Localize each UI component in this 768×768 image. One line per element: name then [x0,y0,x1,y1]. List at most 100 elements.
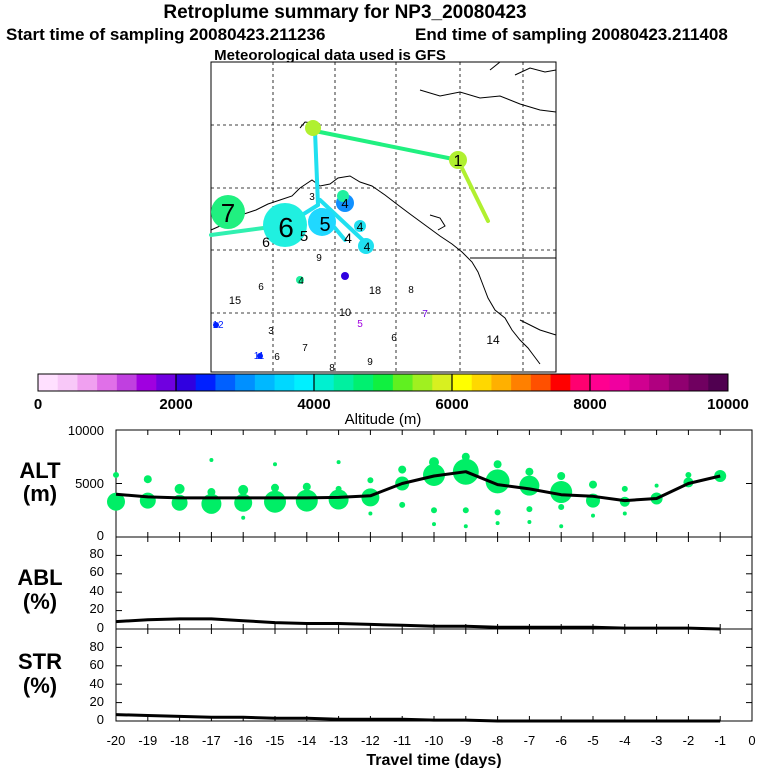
colorbar-cell [412,374,433,391]
altitude-bubble [398,465,407,474]
altitude-bubble [335,485,342,492]
x-tick-label: -9 [460,733,472,748]
abl-ytick: 40 [90,583,104,598]
colorbar-cell [333,374,354,391]
abl-series-line [115,617,721,631]
x-tick-label: -15 [266,733,285,748]
x-tick-label: -12 [361,733,380,748]
map-day-label: 5 [357,319,363,330]
altitude-bubble [461,452,470,461]
colorbar-cell [57,374,78,391]
altitude-bubble [174,483,185,494]
altitude-bubble [431,507,437,514]
map-day-label: 3 [309,192,315,203]
colorbar-cell [491,374,512,391]
altitude-bubble [264,490,286,513]
colorbar-cell [195,374,216,391]
x-tick-label: -6 [555,733,567,748]
altitude-bubble [429,457,439,468]
met-data-label: Meteorological data used is GFS [214,47,446,64]
altitude-bubble [271,483,279,492]
colorbar-tick: 10000 [707,396,749,413]
colorbar-cell [235,374,256,391]
altitude-bubble [241,515,246,520]
altitude-bubble [519,475,540,496]
abl-label: ABL [17,565,62,590]
colorbar-cell [373,374,394,391]
abl-ytick: 20 [90,601,104,616]
colorbar-cell [590,374,611,391]
colorbar-cell [254,374,276,391]
altitude-bubble [485,469,510,494]
str-ytick: 20 [90,694,104,709]
map-day-label: 9 [316,253,322,264]
map-day-label: 1 [454,153,463,170]
x-tick-label: -19 [138,733,157,748]
colorbar-cell [294,374,315,391]
colorbar-cell [314,374,335,391]
map-day-label: 7 [422,309,428,320]
map-day-label: 4 [364,240,371,254]
alt-ytick: 10000 [68,423,104,438]
map-day-label: 5 [319,214,330,236]
altitude-bubble [493,460,502,469]
map-day-label: 10 [339,307,351,319]
map-day-label: 3 [268,326,274,337]
map-frame [210,61,557,373]
abl-unit: (%) [23,589,57,614]
altitude-bubble [207,488,216,497]
alt-series-line [115,470,721,503]
map-day-label: 6 [391,333,397,344]
colorbar-cell [708,374,729,391]
altitude-bubble [368,511,373,516]
alt-ytick: 5000 [75,476,104,491]
colorbar-tick: 8000 [573,396,606,413]
altitude-bubble [591,513,595,518]
altitude-bubble [462,507,469,514]
x-tick-label: -8 [492,733,504,748]
altitude-bubble [432,522,436,527]
x-tick-label: 0 [748,733,755,748]
colorbar-cell [649,374,670,391]
x-tick-label: -11 [393,733,411,748]
altitude-bubble [622,511,627,516]
colorbar-cell [136,374,157,391]
str-ytick: 40 [90,676,104,691]
x-tick-label: -17 [202,733,221,748]
altitude-bubble [527,520,532,525]
colorbar-tick: 0 [34,396,42,413]
start-time-label: Start time of sampling 20080423.211236 [6,25,326,44]
colorbar-frame [37,373,729,392]
map-day-label: 18 [369,285,381,297]
map-day-label: 4 [344,230,352,246]
colorbar-cell [116,374,138,391]
x-tick-label: -4 [619,733,631,748]
colorbar-cell [609,374,630,391]
str-ytick: 0 [97,712,104,727]
str-series-line [115,713,721,723]
altitude-bubble [367,477,374,484]
colorbar-cell [77,374,98,391]
map-day-label: 5 [300,228,308,245]
x-tick-label: -2 [683,733,695,748]
altitude-bubble [328,489,349,510]
colorbar-tick: 6000 [435,396,468,413]
altitude-bubble [143,475,152,484]
str-ytick: 60 [90,657,104,672]
time-series-panels: ALT (m) ABL (%) STR (%) 10000 5000 0 80 … [17,423,755,768]
colorbar-cell [353,374,374,391]
altitude-bubble [685,471,692,478]
alt-ytick: 0 [97,528,104,543]
colorbar-tick: 4000 [297,396,330,413]
x-tick-label: -3 [651,733,663,748]
altitude-colorbar: 0 2000 4000 6000 8000 10000 Altitude (m) [34,373,749,428]
abl-ytick: 60 [90,564,104,579]
map-day-label: 12 [212,320,224,331]
alt-unit: (m) [23,481,57,506]
altitude-bubble [336,460,341,465]
altitude-bubble [399,501,406,508]
colorbar-cell [550,374,571,391]
altitude-bubble [463,524,468,529]
